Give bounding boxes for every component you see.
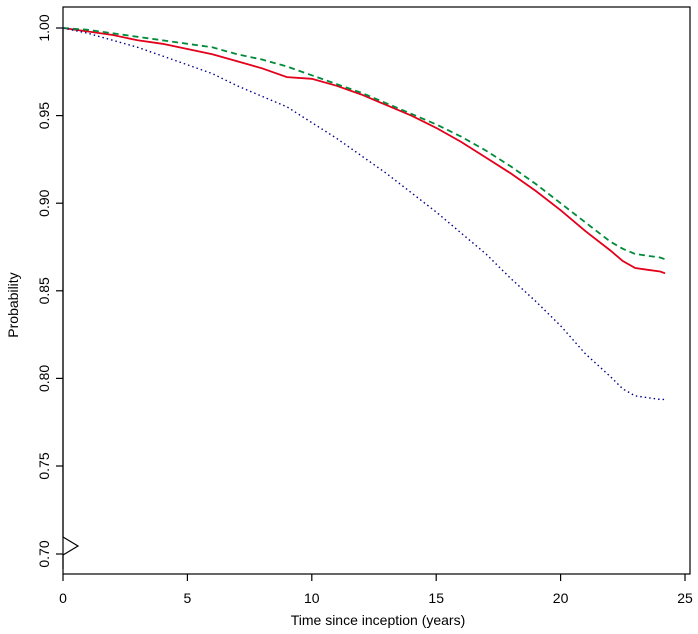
- plot-frame: [62, 6, 691, 575]
- y-tick-label: 0.95: [36, 102, 52, 129]
- series-line-solid: [62, 27, 666, 275]
- x-tick-label: 15: [428, 590, 444, 606]
- y-tick-label: 1.00: [36, 14, 52, 41]
- x-tick-label: 25: [677, 590, 693, 606]
- x-tick-label: 5: [184, 590, 192, 606]
- y-axis: 0.75 0.80 0.85 0.90 0.95 1.00 0.70: [36, 14, 80, 569]
- y-axis-label: Probability: [5, 272, 21, 337]
- x-axis: 0 5 10 15 20 25: [59, 574, 693, 606]
- y-tick-label: 0.80: [36, 365, 52, 392]
- x-tick-label: 20: [553, 590, 569, 606]
- x-tick-label: 10: [304, 590, 320, 606]
- series-line-dashed: [62, 27, 666, 261]
- y-tick-label: 0.75: [36, 452, 52, 479]
- y-tick-label: 0.70: [36, 540, 52, 567]
- series-group: [62, 27, 666, 401]
- y-tick-label: 0.85: [36, 277, 52, 304]
- y-axis-break: [62, 536, 80, 556]
- y-tick-label: 0.90: [36, 189, 52, 216]
- x-tick-label: 0: [59, 590, 67, 606]
- x-axis-label: Time since inception (years): [291, 612, 466, 628]
